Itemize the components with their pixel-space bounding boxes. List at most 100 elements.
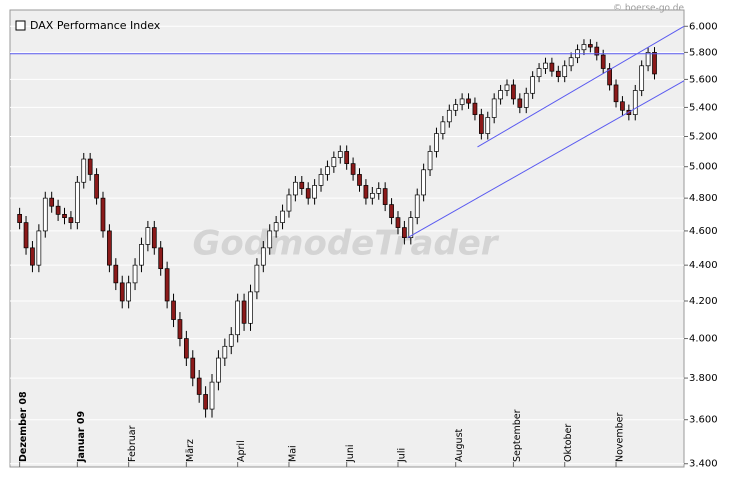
candle-body: [100, 197, 106, 232]
candle-body: [209, 381, 215, 410]
x-tick-label: Oktober: [563, 424, 574, 462]
y-tick-label: 3.600: [689, 415, 718, 426]
candle-body: [42, 197, 48, 232]
candle-body: [55, 205, 61, 215]
candle-body: [68, 217, 74, 223]
candle-body: [196, 377, 202, 395]
candle-body: [305, 188, 311, 199]
candle-body: [363, 185, 369, 199]
candle-body: [421, 169, 426, 196]
y-tick-label: 6.000: [689, 21, 718, 32]
y-tick-label: 5.800: [689, 47, 718, 58]
candle-body: [581, 44, 587, 51]
candle-body: [293, 181, 298, 196]
candle-body: [325, 166, 330, 175]
candle-body: [414, 194, 420, 218]
candle-body: [498, 90, 503, 100]
candle-body: [511, 84, 516, 100]
candle-body: [228, 334, 234, 347]
candle-body: [350, 163, 356, 175]
candle-body: [30, 247, 35, 266]
candle-body: [87, 158, 93, 175]
x-tick-label: März: [185, 439, 196, 462]
candle-body: [331, 157, 337, 168]
candle-body: [107, 230, 112, 266]
candle-body: [530, 76, 536, 94]
candle-body: [427, 151, 433, 171]
candle-body: [588, 44, 593, 48]
candle-body: [504, 84, 510, 91]
x-tick-label: April: [236, 440, 247, 462]
candle-body: [594, 46, 600, 56]
candle-body: [472, 102, 478, 115]
candle-body: [94, 174, 99, 199]
candle-body: [613, 84, 619, 103]
x-tick-label: Mai: [287, 445, 298, 462]
trend-line: [407, 80, 685, 239]
candle-body: [459, 98, 465, 105]
candle-body: [164, 268, 170, 302]
candle-body: [543, 62, 548, 69]
candle-body: [536, 68, 542, 78]
candle-body: [408, 217, 414, 238]
candle-body: [299, 181, 305, 189]
x-tick-label: Juni: [345, 445, 356, 463]
x-tick-label: Dezember 08: [18, 391, 29, 462]
candle-body: [36, 230, 42, 266]
candle-body: [49, 197, 55, 207]
x-tick-label: September: [512, 409, 523, 462]
legend-swatch: [15, 20, 26, 31]
candle-body: [222, 345, 228, 359]
candle-body: [145, 227, 151, 245]
candle-body: [600, 54, 606, 69]
candle-body: [113, 264, 119, 284]
candle-body: [562, 65, 568, 78]
candle-body: [620, 101, 625, 111]
y-tick-label: 4.000: [689, 334, 718, 345]
candle-body: [446, 109, 452, 123]
candle-body: [318, 174, 324, 186]
watermark: GodmodeTrader: [192, 224, 499, 264]
candle-body: [485, 117, 491, 134]
candle-body: [555, 70, 561, 78]
candle-body: [523, 92, 529, 108]
candle-body: [126, 282, 131, 302]
x-tick-label: November: [615, 412, 626, 462]
y-tick-label: 5.200: [689, 131, 718, 142]
candle-body: [402, 227, 407, 238]
candle-body: [184, 338, 189, 359]
candle-body: [491, 98, 497, 118]
candle-body: [568, 57, 574, 67]
source: © boerse-go.de: [613, 4, 684, 14]
candle-body: [273, 222, 279, 232]
candle-body: [286, 194, 292, 212]
candle-body: [203, 394, 208, 410]
candle-body: [369, 192, 375, 199]
y-tick-label: 5.600: [689, 74, 718, 85]
candle-body: [216, 357, 221, 383]
x-tick-label: August: [454, 428, 465, 462]
candle-body: [376, 188, 382, 194]
y-tick-label: 5.400: [689, 102, 718, 113]
candle-body: [132, 264, 138, 284]
candle-body: [235, 300, 241, 336]
x-tick-label: Februar: [127, 425, 138, 462]
candle-body: [632, 90, 638, 115]
plot-area: [9, 9, 685, 468]
candle-body: [312, 185, 317, 199]
candle-body: [139, 244, 144, 266]
candle-body: [81, 158, 87, 183]
candle-body: [434, 133, 439, 152]
candle-body: [62, 214, 67, 218]
candle-body: [280, 210, 285, 223]
candle-body: [151, 227, 157, 249]
y-tick-label: 5.000: [689, 162, 718, 173]
candle-body: [607, 68, 612, 86]
candle-body: [254, 264, 260, 293]
candle-body: [260, 247, 266, 266]
y-tick-label: 3.400: [689, 459, 718, 470]
candle-body: [517, 98, 523, 108]
y-tick-label: 4.200: [689, 296, 718, 307]
candle-body: [119, 282, 125, 302]
